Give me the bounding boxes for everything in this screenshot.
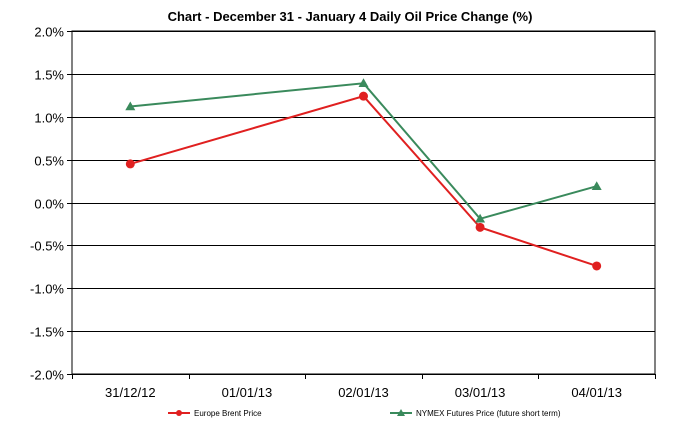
y-axis: 2.0% 1.5% 1.0% 0.5% 0.0% -0.5% -1.0% -1.5% -2.0% bbox=[30, 25, 72, 383]
y-tick-label: -2.0% bbox=[30, 368, 64, 383]
data-point bbox=[125, 101, 136, 111]
y-tick-label: -1.0% bbox=[30, 282, 64, 297]
x-tick-label: 02/01/13 bbox=[338, 385, 389, 400]
y-tick-label: 1.5% bbox=[34, 68, 64, 83]
y-tick-label: 0.0% bbox=[34, 197, 64, 212]
legend-label: NYMEX Futures Price (future short term) bbox=[416, 409, 561, 418]
y-tick-label: -1.5% bbox=[30, 325, 64, 340]
y-tick-label: -0.5% bbox=[30, 239, 64, 254]
x-tick-label: 04/01/13 bbox=[571, 385, 622, 400]
data-point bbox=[359, 91, 368, 101]
series-line-2 bbox=[130, 82, 597, 220]
chart-title: Chart - December 31 - January 4 Daily Oi… bbox=[168, 9, 533, 24]
x-tick-label: 31/12/12 bbox=[105, 385, 156, 400]
data-point bbox=[592, 261, 602, 271]
y-tick-label: 2.0% bbox=[34, 25, 64, 40]
data-point bbox=[475, 213, 486, 223]
y-tick-label: 1.0% bbox=[34, 111, 64, 126]
legend: Europe Brent Price NYMEX Futures Price (f… bbox=[168, 409, 561, 418]
x-tick-label: 01/01/13 bbox=[222, 385, 273, 400]
gridlines bbox=[71, 30, 656, 375]
data-point bbox=[475, 222, 485, 232]
legend-label: Europe Brent Price bbox=[194, 409, 262, 418]
series-line-1 bbox=[130, 95, 598, 267]
data-point bbox=[358, 78, 369, 88]
legend-marker bbox=[176, 410, 182, 416]
data-point bbox=[591, 181, 602, 190]
legend-marker bbox=[397, 409, 405, 416]
x-tick-label: 03/01/13 bbox=[455, 385, 506, 400]
data-point bbox=[125, 159, 135, 169]
x-axis: 31/12/12 01/01/13 02/01/13 03/01/13 04/01/13 bbox=[72, 374, 656, 400]
y-tick-label: 0.5% bbox=[34, 154, 64, 169]
series-group bbox=[125, 78, 602, 271]
